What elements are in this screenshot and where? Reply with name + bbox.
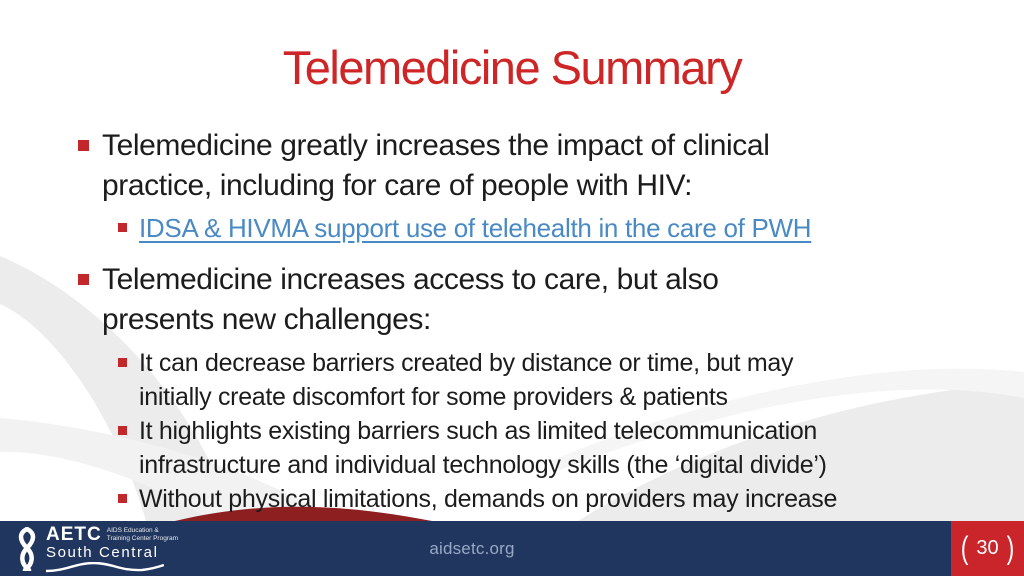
bullet-square-icon [78, 274, 89, 285]
sub-bullet-item: It highlights existing barriers such as … [118, 414, 994, 482]
idsa-hivma-telehealth-link[interactable]: IDSA & HIVMA support use of telehealth i… [139, 213, 812, 243]
logo-region: South Central [46, 544, 159, 561]
bullet-square-icon [118, 358, 127, 367]
aetc-south-central-logo: AETC AIDS Education & Training Center Pr… [14, 525, 178, 573]
slide-body: Telemedicine greatly increases the impac… [78, 126, 994, 516]
bullet-square-icon [118, 223, 127, 232]
bullet-text: Telemedicine increases access to care, b… [102, 263, 719, 336]
awareness-ribbon-icon [18, 527, 36, 571]
slide-title: Telemedicine Summary [282, 41, 743, 94]
bullet-text: Telemedicine greatly increases the impac… [102, 129, 770, 202]
bullet-item: Telemedicine increases access to care, b… [78, 260, 994, 340]
footer-bar: AETC AIDS Education & Training Center Pr… [0, 521, 1024, 576]
logo-swoosh-icon [46, 562, 164, 573]
page-bracket-right: ) [1006, 530, 1015, 566]
bullet-square-icon [118, 494, 127, 503]
sub-bullet-text: It can decrease barriers created by dist… [139, 349, 794, 411]
sub-bullet-text: Without physical limitations, demands on… [139, 485, 838, 513]
logo-program-text: AIDS Education & Training Center Program [106, 527, 179, 542]
page-number: 30 [976, 537, 999, 559]
bullet-item: Telemedicine greatly increases the impac… [78, 126, 994, 206]
page-bracket-left: ( [960, 530, 969, 566]
logo-acronym: AETC [46, 524, 102, 545]
bullet-square-icon [118, 426, 127, 435]
website-link[interactable]: aidsetc.org [429, 539, 515, 558]
sub-bullet-text: It highlights existing barriers such as … [139, 417, 827, 479]
page-number-box: ( 30 ) [951, 521, 1024, 576]
sub-bullet-item: IDSA & HIVMA support use of telehealth i… [118, 210, 994, 246]
sub-bullet-item: It can decrease barriers created by dist… [118, 346, 994, 414]
bullet-square-icon [78, 140, 89, 151]
sub-bullet-item: Without physical limitations, demands on… [118, 482, 994, 516]
